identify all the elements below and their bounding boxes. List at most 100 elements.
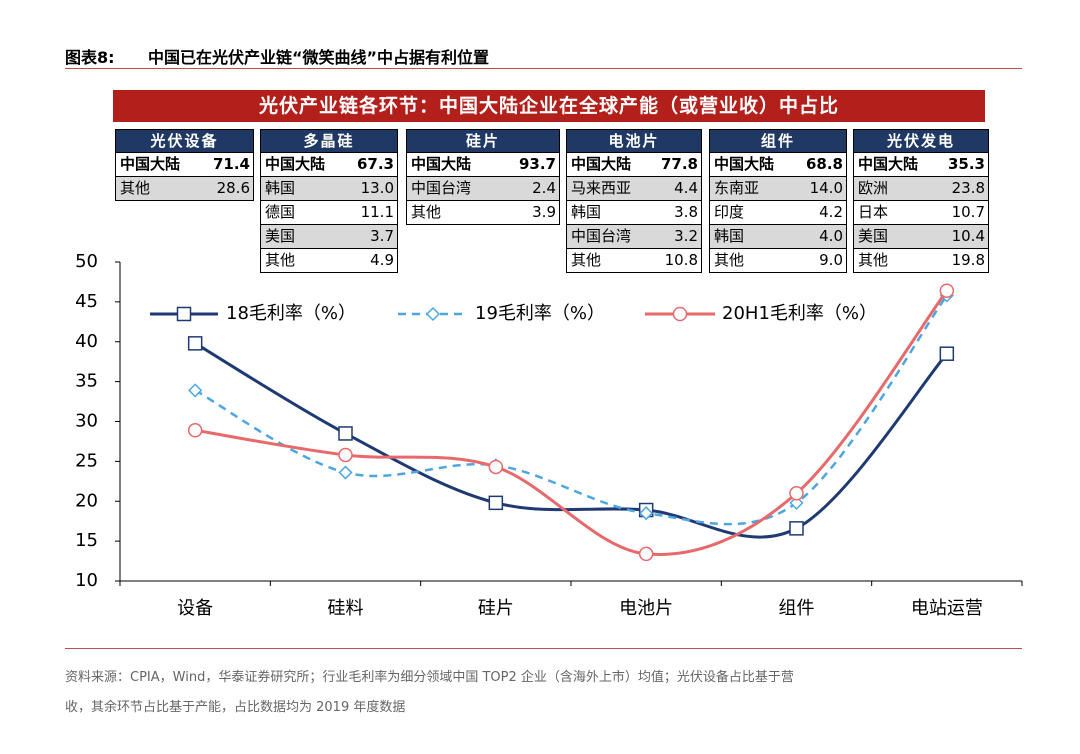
share: 11.1: [360, 203, 394, 221]
share: 4.0: [819, 227, 843, 245]
share: 3.7: [370, 227, 394, 245]
region: 美国: [858, 227, 889, 245]
share: 10.7: [951, 203, 985, 221]
table-row: 其他 4.9: [261, 248, 397, 272]
share: 13.0: [360, 179, 394, 197]
marker: [176, 306, 192, 322]
chart: 10 15 20 25 30 35 40 45 50 设备 硅料 硅片 电池片 组件 电站运营 18毛利率（%…: [75, 251, 1023, 619]
table-title: 光伏发电: [854, 130, 988, 152]
share: 9.0: [819, 251, 843, 269]
table-row: 中国大陆 71.4: [116, 152, 253, 176]
share: 71.4: [212, 155, 250, 173]
rule: [65, 68, 1022, 69]
region: 马来西亚: [571, 179, 632, 197]
table-row: 中国大陆 67.3: [261, 152, 397, 176]
x-tick-label: 电站运营: [911, 598, 983, 619]
table-row: 韩国 3.8: [567, 200, 701, 224]
share: 4.9: [370, 251, 394, 269]
share: 14.0: [809, 179, 843, 197]
region: 中国台湾: [411, 179, 472, 197]
marker: [188, 383, 203, 398]
share: 19.8: [951, 251, 985, 269]
y-tick-label: 50: [75, 251, 98, 272]
table: 组件 中国大陆 68.8 东南亚 14.0 印度 4.2 韩国 4.0 其他 9.0: [709, 129, 847, 273]
share: 23.8: [951, 179, 985, 197]
table: 多晶硅 中国大陆 67.3 韩国 13.0 德国 11.1 美国 3.7 其他 4.9: [260, 129, 398, 273]
x-tick-label: 电池片: [619, 598, 673, 619]
share: 3.9: [532, 203, 556, 221]
source-line: 收，其余环节占比基于产能，占比数据均为 2019 年度数据: [65, 700, 406, 715]
legend-label: 18毛利率（%）: [226, 303, 356, 324]
table-row: 韩国 13.0: [261, 176, 397, 200]
table-row: 印度 4.2: [710, 200, 846, 224]
marker: [425, 306, 441, 322]
figure-label: 图表8:: [65, 48, 115, 67]
table: 光伏发电 中国大陆 35.3 欧洲 23.8 日本 10.7 美国 10.4 其他 19.8: [853, 129, 989, 273]
table-row: 中国台湾 3.2: [567, 224, 701, 248]
y-tick-label: 15: [75, 530, 98, 551]
y-tick-label: 35: [75, 371, 98, 392]
table-title: 组件: [710, 130, 846, 152]
source-line: 资料来源：CPIA，Wind，华泰证券研究所；行业毛利率为细分领域中国 TOP2…: [65, 670, 794, 685]
region: 东南亚: [714, 179, 760, 197]
share: 68.8: [805, 155, 843, 173]
table-row: 其他 10.8: [567, 248, 701, 272]
region: 中国大陆: [571, 155, 632, 173]
share: 4.4: [674, 179, 698, 197]
region: 其他: [858, 251, 889, 269]
marker: [672, 306, 688, 322]
x-tick-label: 设备: [177, 598, 213, 619]
rule: [65, 648, 1022, 649]
share: 3.2: [674, 227, 698, 245]
region: 中国大陆: [120, 155, 181, 173]
region: 其他: [120, 179, 151, 197]
y-tick-label: 30: [75, 411, 98, 432]
share: 67.3: [356, 155, 394, 173]
marker: [338, 447, 353, 463]
table-title: 多晶硅: [261, 130, 397, 152]
table-row: 中国大陆 93.7: [407, 152, 559, 176]
region: 日本: [858, 203, 889, 221]
region: 其他: [714, 251, 745, 269]
region: 其他: [571, 251, 602, 269]
table-row: 其他 19.8: [854, 248, 988, 272]
region: 印度: [714, 203, 745, 221]
marker: [789, 521, 804, 536]
marker: [638, 546, 654, 562]
table-row: 其他 9.0: [710, 248, 846, 272]
share: 4.2: [819, 203, 843, 221]
table-title: 硅片: [407, 130, 559, 152]
table-row: 其他 3.9: [407, 200, 559, 224]
table-row: 中国台湾 2.4: [407, 176, 559, 200]
table: 光伏设备中国大陆 71.4 其他 28.6: [115, 129, 254, 201]
marker: [338, 465, 353, 480]
region: 中国大陆: [265, 155, 326, 173]
table-row: 美国 10.4: [854, 224, 988, 248]
y-tick-label: 40: [75, 331, 98, 352]
table: 硅片 中国大陆 93.7 中国台湾 2.4 其他 3.9: [406, 129, 560, 225]
line: [194, 342, 948, 539]
table-row: 中国大陆 35.3: [854, 152, 988, 176]
line: [194, 289, 949, 556]
table: 电池片 中国大陆 77.8 马来西亚 4.4 韩国 3.8 中国台湾 3.2 其他 10.8: [566, 129, 702, 273]
region: 其他: [411, 203, 442, 221]
table-row: 中国大陆 68.8: [710, 152, 846, 176]
region: 欧洲: [858, 179, 889, 197]
share: 35.3: [947, 155, 985, 173]
table-row: 东南亚 14.0: [710, 176, 846, 200]
table-title: 光伏设备: [116, 130, 253, 152]
table-row: 德国 11.1: [261, 200, 397, 224]
share: 10.4: [951, 227, 985, 245]
marker: [639, 506, 654, 521]
table-title: 电池片: [567, 130, 701, 152]
marker: [939, 283, 955, 298]
table-row: 中国大陆 77.8: [567, 152, 701, 176]
share: 10.8: [664, 251, 698, 269]
region: 德国: [265, 203, 296, 221]
table-row: 马来西亚 4.4: [567, 176, 701, 200]
region: 其他: [265, 251, 296, 269]
region: 韩国: [571, 203, 602, 221]
table-row: 欧洲 23.8: [854, 176, 988, 200]
table-row: 其他 28.6: [116, 176, 253, 200]
